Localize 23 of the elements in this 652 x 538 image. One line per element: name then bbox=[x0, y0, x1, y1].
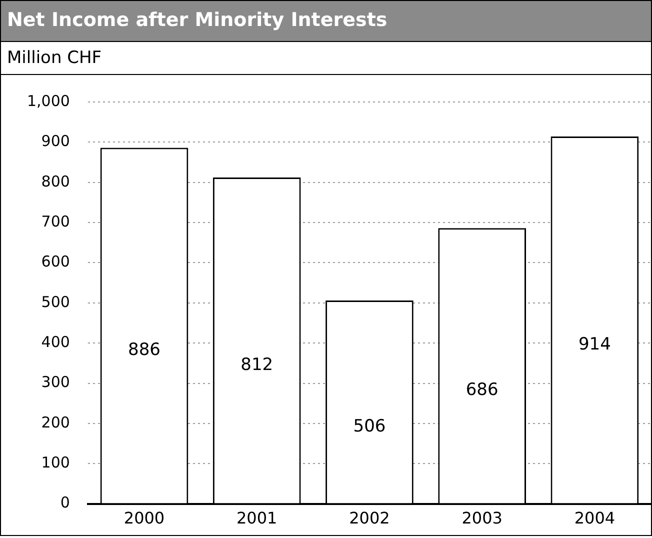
x-tick-label: 2000 bbox=[124, 508, 165, 528]
data-label: 886 bbox=[128, 340, 160, 360]
data-label: 506 bbox=[353, 416, 386, 436]
y-tick-label: 200 bbox=[41, 413, 70, 432]
y-tick-label: 400 bbox=[41, 332, 70, 351]
chart-title: Net Income after Minority Interests bbox=[1, 1, 651, 41]
y-tick-label: 600 bbox=[41, 252, 70, 271]
y-tick-label: 900 bbox=[41, 132, 70, 150]
x-tick-label: 2002 bbox=[349, 508, 390, 528]
y-tick-label: 300 bbox=[41, 373, 70, 392]
y-tick-label: 1,000 bbox=[26, 92, 70, 110]
chart-subtitle: Million CHF bbox=[1, 41, 651, 75]
y-tick-label: 500 bbox=[41, 292, 70, 311]
x-tick-label: 2001 bbox=[236, 508, 278, 528]
data-label: 686 bbox=[466, 380, 498, 400]
y-tick-label: 700 bbox=[41, 212, 70, 230]
y-tick-label: 0 bbox=[60, 494, 70, 512]
y-tick-label: 800 bbox=[41, 172, 70, 190]
y-tick-label: 100 bbox=[41, 454, 70, 472]
x-tick-label: 2003 bbox=[462, 508, 502, 528]
data-label: 812 bbox=[240, 354, 274, 375]
data-label: 914 bbox=[578, 334, 611, 354]
x-tick-label: 2004 bbox=[574, 508, 616, 528]
